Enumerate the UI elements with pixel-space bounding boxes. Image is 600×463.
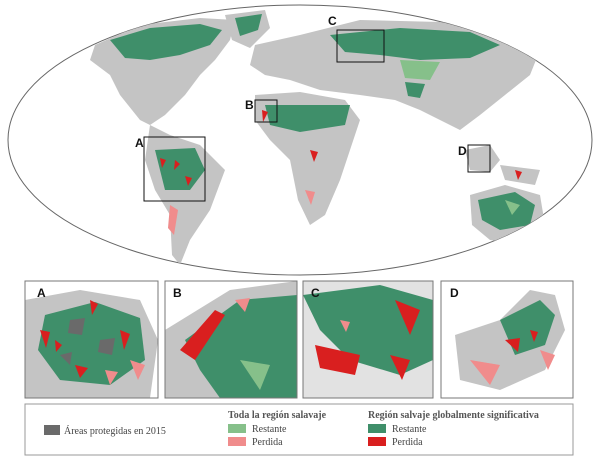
region-box <box>143 136 206 202</box>
legend: Áreas protegidas en 2015 Toda la región … <box>24 403 574 456</box>
region-label: A <box>135 136 144 150</box>
legend-frame <box>24 403 574 456</box>
region-label: C <box>328 14 337 28</box>
inset-label: B <box>173 286 182 300</box>
legend-swatch <box>44 425 60 435</box>
inset-a-map <box>25 281 158 398</box>
inset-c-map <box>303 281 433 398</box>
region-box <box>336 29 385 63</box>
legend-swatch <box>228 437 246 446</box>
legend-text: Áreas protegidas en 2015 <box>64 425 166 437</box>
legend-swatch <box>368 437 386 446</box>
region-box <box>467 144 491 173</box>
legend-text: Perdida <box>392 437 423 448</box>
world-map: A B C D <box>7 4 593 276</box>
inset-label: C <box>311 286 320 300</box>
legend-heading: Región salvaje globalmente significativa <box>368 410 539 421</box>
legend-text: Restante <box>252 424 287 435</box>
legend-swatch <box>368 424 386 433</box>
region-label: D <box>458 144 467 158</box>
region-box <box>254 99 278 123</box>
region-label: B <box>245 98 254 112</box>
inset-frame <box>164 280 298 399</box>
legend-text: Restante <box>392 424 427 435</box>
legend-swatch <box>228 424 246 433</box>
inset-frame <box>440 280 574 399</box>
legend-text: Perdida <box>252 437 283 448</box>
legend-heading: Toda la región salavaje <box>228 410 327 421</box>
inset-b-map <box>165 281 297 398</box>
inset-frame <box>302 280 434 399</box>
inset-label: A <box>37 286 46 300</box>
inset-label: D <box>450 286 459 300</box>
inset-d-map <box>441 281 573 398</box>
inset-frame <box>24 280 159 399</box>
inset-panels: A B C D <box>24 280 574 399</box>
